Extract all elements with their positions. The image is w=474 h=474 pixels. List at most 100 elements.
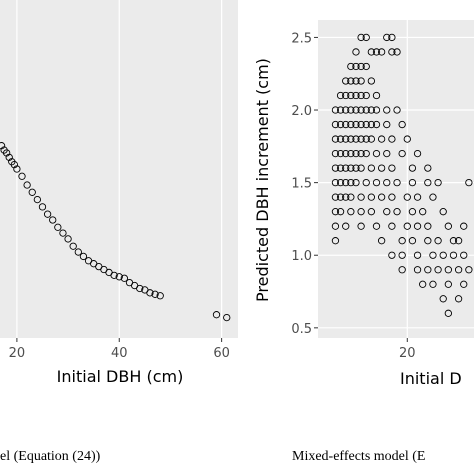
point	[367, 135, 376, 143]
point	[362, 135, 370, 143]
point	[367, 48, 376, 56]
point	[347, 178, 355, 187]
point	[120, 274, 129, 282]
point	[347, 208, 355, 216]
caption: Mixed-effects model (E	[292, 449, 425, 464]
point	[357, 193, 365, 201]
point	[342, 120, 350, 129]
point	[352, 135, 360, 143]
point	[342, 149, 350, 158]
point	[429, 280, 437, 288]
point	[424, 266, 432, 274]
point	[449, 251, 458, 259]
point	[388, 193, 396, 201]
point	[454, 237, 463, 245]
point	[388, 33, 396, 42]
point	[331, 208, 340, 216]
point	[383, 33, 391, 42]
point	[357, 62, 365, 71]
point	[18, 172, 26, 180]
point	[357, 77, 365, 85]
point	[357, 149, 365, 158]
point	[403, 135, 411, 143]
point	[357, 120, 365, 129]
point	[367, 193, 376, 201]
point	[5, 153, 13, 161]
point	[347, 193, 355, 201]
point	[136, 284, 144, 293]
point	[357, 208, 365, 216]
point	[444, 280, 452, 288]
point	[357, 91, 365, 100]
point	[357, 33, 365, 42]
point	[413, 251, 422, 259]
point	[347, 77, 355, 85]
point	[336, 208, 345, 216]
point	[383, 149, 391, 158]
point	[151, 290, 159, 298]
point	[454, 295, 463, 303]
point	[342, 164, 350, 172]
point	[331, 178, 340, 187]
point	[352, 91, 360, 100]
y-axis-label: Predicted DBH increment (cm)	[253, 58, 272, 302]
point	[223, 313, 231, 322]
point	[424, 178, 432, 187]
point	[28, 188, 36, 196]
point	[357, 222, 365, 230]
x-tick-label: 20	[9, 346, 26, 361]
point	[352, 164, 360, 172]
point	[331, 120, 340, 129]
point	[362, 33, 370, 42]
point	[352, 120, 360, 129]
point	[372, 178, 381, 187]
point	[146, 289, 154, 297]
point	[342, 178, 350, 187]
points	[0, 142, 231, 322]
point	[372, 222, 381, 230]
point	[398, 237, 406, 245]
point	[444, 222, 452, 230]
point	[352, 77, 360, 85]
point	[331, 222, 340, 230]
point	[49, 216, 57, 224]
point	[347, 149, 355, 158]
point	[403, 193, 411, 201]
point	[43, 210, 52, 218]
point	[357, 106, 365, 114]
point	[10, 160, 18, 169]
point	[460, 251, 468, 259]
point	[383, 178, 391, 187]
point	[64, 235, 72, 243]
point	[449, 237, 458, 245]
point	[429, 193, 437, 201]
panel	[318, 20, 474, 338]
point	[362, 62, 370, 71]
point	[3, 149, 11, 157]
point	[398, 149, 406, 158]
point	[454, 266, 463, 274]
point	[413, 222, 422, 230]
y-tick-label: 0.5	[291, 322, 312, 337]
y-tick-label: 1.0	[291, 249, 312, 264]
point	[377, 237, 386, 245]
point	[336, 135, 345, 143]
x-tick-label: 20	[399, 346, 416, 361]
point	[342, 222, 350, 230]
point	[439, 208, 447, 216]
point	[352, 149, 360, 158]
point	[408, 178, 417, 187]
point	[388, 251, 396, 259]
point	[377, 164, 386, 172]
point	[13, 165, 21, 173]
point	[362, 178, 370, 187]
point	[59, 229, 67, 237]
point	[357, 135, 365, 143]
point	[419, 280, 427, 288]
point	[331, 237, 340, 245]
point	[23, 181, 31, 189]
point	[408, 164, 417, 172]
point	[439, 251, 447, 259]
point	[347, 62, 355, 71]
point	[377, 193, 386, 201]
